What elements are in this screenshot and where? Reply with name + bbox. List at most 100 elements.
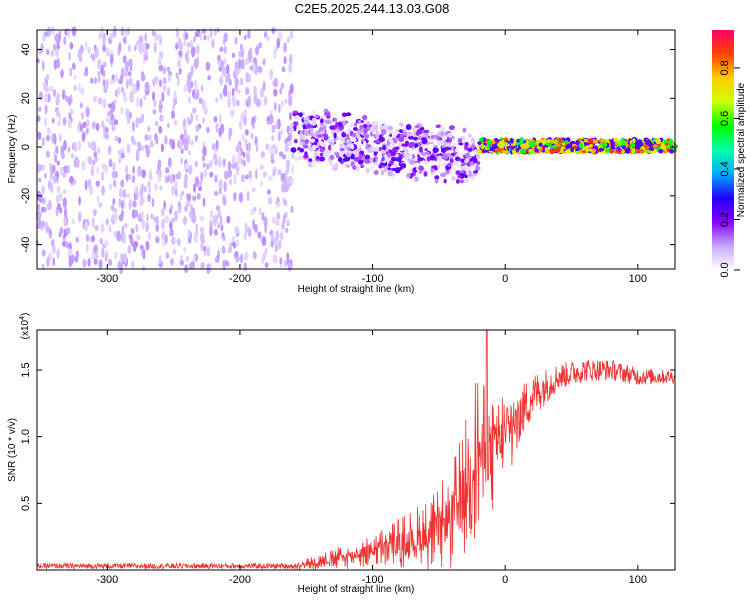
spectrogram-cell bbox=[69, 67, 73, 77]
spectrogram-cell bbox=[202, 162, 206, 168]
spectrogram-cell bbox=[238, 51, 242, 58]
spectrogram-cell bbox=[79, 102, 83, 109]
spectrogram-cell bbox=[155, 223, 159, 232]
spectrogram-cell bbox=[73, 158, 77, 168]
spectrogram-cell bbox=[112, 162, 116, 172]
spectrogram-cell bbox=[39, 211, 42, 219]
spectrogram-cell bbox=[339, 147, 345, 152]
spectrogram-cell bbox=[413, 136, 418, 141]
spectrogram-cell bbox=[222, 234, 226, 242]
spectrogram-cell bbox=[188, 98, 192, 104]
spectrogram-cell bbox=[299, 130, 303, 134]
spectrogram-cell bbox=[177, 200, 181, 208]
spectrogram-cell bbox=[75, 158, 80, 168]
spectrogram-cell bbox=[68, 97, 72, 106]
spectrogram-cell bbox=[447, 162, 452, 168]
spectrogram-cell bbox=[62, 93, 65, 100]
spectrogram-cell bbox=[458, 142, 464, 146]
spectrogram-cell bbox=[391, 156, 397, 162]
colorbar-tick-label: 0.0 bbox=[719, 262, 731, 277]
spectrogram-cell bbox=[382, 144, 386, 150]
spectrogram-cell bbox=[319, 147, 324, 153]
spectrogram-cell bbox=[330, 139, 336, 143]
spectrogram-cell bbox=[281, 66, 286, 73]
spectrogram-cell bbox=[255, 45, 260, 56]
spectrogram-cell bbox=[158, 105, 162, 114]
spectrogram-cell bbox=[557, 137, 563, 143]
spectrogram-cell bbox=[86, 119, 90, 127]
spectrogram-cell bbox=[159, 168, 162, 178]
spectrogram-cell bbox=[264, 247, 268, 254]
spectrogram-cell bbox=[245, 71, 249, 83]
spectrogram-cell bbox=[270, 240, 274, 248]
spectrogram-cell bbox=[65, 95, 69, 102]
spectrogram-cell bbox=[370, 165, 374, 170]
spectrogram-cell bbox=[333, 132, 337, 139]
spectrogram-cell bbox=[319, 131, 323, 135]
spectrogram-cell bbox=[384, 166, 388, 173]
spectrogram-cell bbox=[450, 167, 457, 172]
spectrogram-cell bbox=[408, 131, 413, 137]
spectrogram-cell bbox=[45, 134, 51, 142]
spectrogram-cell bbox=[236, 143, 241, 151]
spectrogram-cell bbox=[191, 46, 196, 58]
spectrogram-cell bbox=[144, 144, 149, 150]
spectrogram-cell bbox=[83, 70, 89, 77]
spectrogram-cell bbox=[645, 149, 651, 153]
spectrogram-cell bbox=[140, 145, 144, 152]
spectrogram-cell bbox=[155, 169, 160, 175]
spectrogram-cell bbox=[538, 142, 543, 147]
spectrogram-cell bbox=[366, 121, 371, 126]
spectrogram-cell bbox=[192, 183, 196, 193]
spectrogram-cell bbox=[258, 66, 263, 74]
spectrogram-cell bbox=[175, 26, 179, 38]
spectrogram-cell bbox=[231, 154, 236, 165]
spectrogram-cell bbox=[311, 120, 317, 126]
spectrogram-cell bbox=[101, 247, 105, 258]
spectrogram-cell bbox=[363, 127, 368, 134]
spectrogram-cell bbox=[339, 143, 343, 149]
spectrogram-cell bbox=[398, 136, 405, 142]
spectrogram-cell bbox=[234, 226, 239, 235]
spectrogram-cell bbox=[145, 43, 150, 50]
spectrogram-cell bbox=[94, 47, 99, 58]
spectrogram-cell bbox=[445, 152, 452, 157]
spectrogram-cell bbox=[194, 160, 198, 168]
spectrogram-cell bbox=[304, 139, 309, 144]
spectrogram-cell bbox=[146, 149, 150, 158]
spectrogram-cell bbox=[555, 143, 561, 147]
spectrogram-cell bbox=[219, 113, 222, 125]
spectrogram-cell bbox=[167, 122, 170, 129]
spectrogram-cell bbox=[71, 218, 76, 225]
spectrogram-cells bbox=[35, 25, 678, 275]
spectrogram-cell bbox=[231, 236, 236, 244]
spectrogram-cell bbox=[279, 87, 283, 95]
spectrogram-cell bbox=[201, 155, 205, 162]
spectrogram-cell bbox=[81, 112, 84, 121]
spectrogram-cell bbox=[200, 232, 205, 243]
spectrogram-cell bbox=[95, 122, 100, 132]
spectrogram-cell bbox=[171, 185, 175, 196]
spectrogram-cell bbox=[38, 193, 43, 203]
spectrogram-cell bbox=[109, 79, 114, 85]
snr-y-label: SNR (10 * v/v) bbox=[7, 418, 18, 482]
spectrogram-cell bbox=[180, 157, 183, 165]
spectrogram-cell bbox=[237, 88, 241, 95]
spectrogram-cell bbox=[136, 81, 140, 91]
spectrogram-cell bbox=[36, 115, 41, 122]
spectrogram-cell bbox=[69, 175, 74, 184]
spectrogram-cell bbox=[215, 123, 219, 133]
spectrogram-cell bbox=[128, 58, 133, 68]
spectrogram-cell bbox=[127, 245, 132, 254]
spectrogram-cell bbox=[42, 32, 46, 42]
spectrogram-cell bbox=[430, 131, 434, 135]
spectrogram-cell bbox=[77, 50, 82, 60]
spectrogram-cell bbox=[285, 219, 289, 225]
spectrogram-cell bbox=[125, 173, 129, 181]
spectrogram-cell bbox=[287, 135, 291, 142]
spectrogram-cell bbox=[158, 255, 162, 265]
spectrogram-cell bbox=[164, 234, 168, 244]
spectrogram-cell bbox=[222, 197, 227, 206]
spectrogram-cell bbox=[264, 262, 269, 268]
spectrogram-cell bbox=[416, 131, 420, 136]
